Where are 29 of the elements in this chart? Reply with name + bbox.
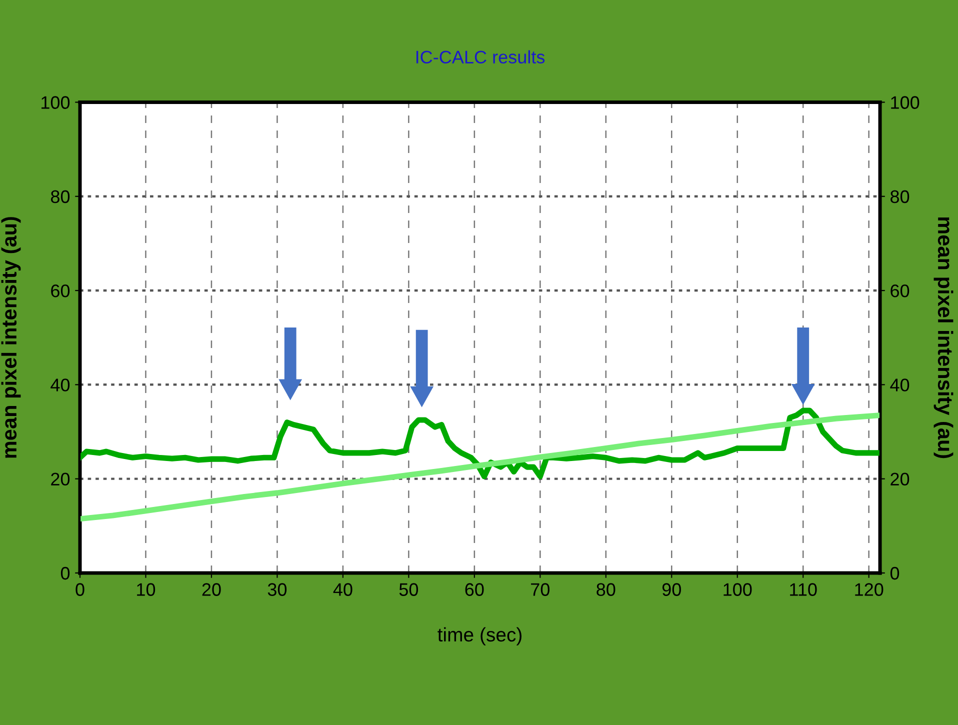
y-tick-label: 60 (51, 284, 70, 298)
chart-title: IC-CALC results (416, 50, 545, 64)
y-tick-label: 0 (60, 566, 70, 580)
x-tick-label: 110 (790, 583, 817, 596)
x-tick-label: 100 (724, 583, 752, 596)
x-tick-label: 90 (662, 583, 681, 596)
x-tick-label: 80 (596, 583, 616, 596)
y2-tick-label: 0 (890, 566, 900, 580)
x-tick-label: 60 (465, 583, 484, 596)
y2-tick-label: 100 (891, 96, 920, 109)
x-tick-label: 0 (76, 583, 84, 596)
y-tick-label: 100 (42, 96, 70, 109)
y-tick-label: 40 (50, 378, 70, 392)
x-tick-label: 30 (268, 583, 287, 596)
x-tick-label: 70 (531, 583, 550, 596)
x-tick-label: 40 (333, 583, 352, 596)
x-tick-label: 10 (137, 583, 156, 596)
x-tick-label: 120 (855, 583, 884, 596)
x-tick-label: 50 (399, 583, 418, 596)
y2-tick-label: 60 (890, 284, 910, 298)
y2-tick-label: 40 (890, 378, 910, 392)
x-tick-label: 20 (202, 583, 221, 596)
y2-tick-label: 80 (890, 190, 910, 204)
y2-axis-title: mean pixel intensity (au) (934, 217, 954, 458)
y-tick-label: 20 (51, 472, 70, 486)
x-axis-title: time (sec) (438, 627, 522, 646)
y2-tick-label: 20 (890, 472, 910, 486)
y-axis-title: mean pixel intensity (au) (1, 217, 21, 458)
y-tick-label: 80 (50, 190, 70, 204)
